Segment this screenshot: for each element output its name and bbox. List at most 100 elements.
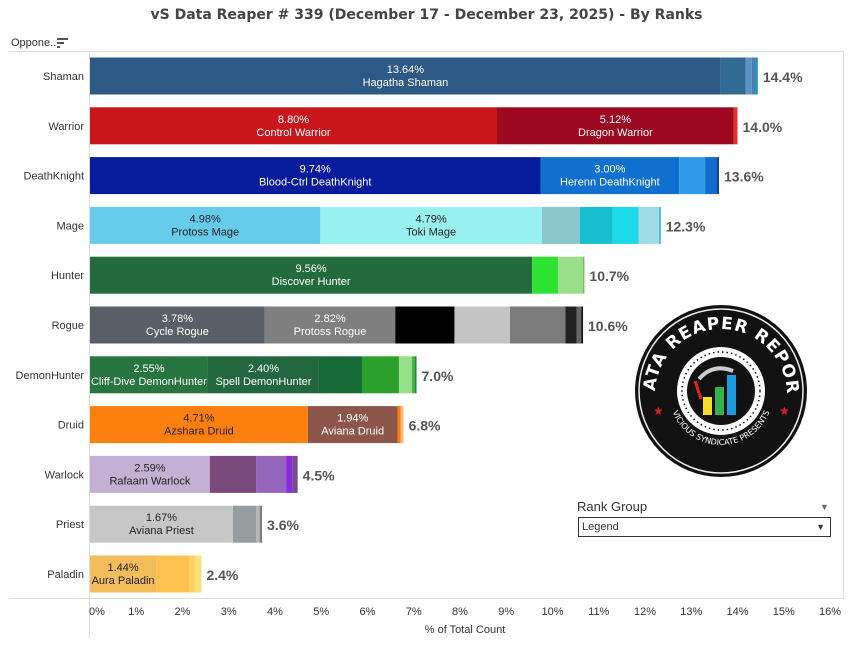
segment-archetype-label: Aviana Priest: [129, 525, 194, 537]
bar-segment: [497, 107, 734, 145]
x-tick-label: 15%: [773, 606, 795, 618]
category-label: Warlock: [45, 469, 85, 481]
segment-percent-label: 1.67%: [146, 512, 177, 524]
bar-segment: [540, 157, 680, 195]
segment-archetype-label: Rafaam Warlock: [109, 475, 190, 487]
category-label: Paladin: [47, 569, 84, 581]
rank-group-dropdown[interactable]: Legend ▼: [578, 517, 831, 537]
x-tick-label: 13%: [680, 606, 702, 618]
svg-text:★: ★: [779, 404, 790, 418]
segment-percent-label: 3.00%: [594, 164, 625, 176]
bar-segment: [90, 157, 541, 195]
bar-segment: [638, 206, 660, 244]
bar-segment: [90, 107, 497, 145]
segment-archetype-label: Hagatha Shaman: [363, 77, 449, 89]
segment-percent-label: 2.40%: [248, 363, 279, 375]
segment-archetype-label: Spell DemonHunter: [215, 376, 311, 388]
segment-percent-label: 13.64%: [387, 64, 425, 76]
bar-total-label: 13.6%: [724, 169, 764, 185]
segment-archetype-label: Blood-Ctrl DeathKnight: [259, 177, 372, 189]
bar-segment: [320, 206, 542, 244]
category-label: Warrior: [48, 121, 84, 133]
row-header-opponent[interactable]: Oppone..: [11, 37, 57, 49]
bar-total-label: 14.4%: [763, 69, 803, 85]
category-label: DemonHunter: [16, 370, 85, 382]
bar-segment: [318, 356, 362, 394]
bar-segment: [307, 406, 398, 444]
category-label: Druid: [58, 420, 84, 432]
bar-segment: [705, 157, 717, 195]
bar-segment: [90, 505, 233, 543]
segment-archetype-label: Dragon Warrior: [578, 127, 653, 139]
bar-segment: [558, 256, 584, 294]
segment-archetype-label: Protoss Mage: [171, 226, 239, 238]
bar-segment: [397, 406, 401, 444]
bar-segment: [751, 57, 756, 95]
bar-segment: [733, 107, 738, 145]
bar-segment: [90, 555, 157, 593]
x-tick-label: 6%: [360, 606, 376, 618]
bar-segment: [90, 57, 721, 95]
bar-segment: [532, 256, 559, 294]
legend-menu-icon[interactable]: ▼: [820, 502, 829, 512]
bar-segment: [264, 306, 396, 344]
bar-segment: [90, 256, 533, 294]
bar-segment: [612, 206, 639, 244]
bar-segment: [207, 356, 319, 394]
category-label: Shaman: [43, 71, 84, 83]
bar-segment: [745, 57, 752, 95]
divider: [9, 51, 843, 52]
bar-segment: [259, 505, 263, 543]
segment-percent-label: 4.98%: [190, 213, 221, 225]
bar-segment: [232, 505, 257, 543]
axis-line: [9, 598, 843, 599]
x-tick-label: 2%: [175, 606, 191, 618]
segment-percent-label: 9.56%: [295, 263, 326, 275]
bar-segment: [90, 406, 308, 444]
bar-segment: [679, 157, 706, 195]
data-reaper-logo: DATA REAPER REPORT VICIOUS SYNDICATE PRE…: [633, 303, 807, 477]
segment-archetype-label: Discover Hunter: [272, 276, 351, 288]
bar-segment: [188, 555, 195, 593]
bar-segment: [194, 555, 200, 593]
bar-segment: [361, 356, 399, 394]
bar-segment: [398, 356, 412, 394]
bar-total-label: 7.0%: [422, 368, 454, 384]
x-tick-label: 4%: [267, 606, 283, 618]
x-tick-label: 7%: [406, 606, 422, 618]
x-tick-label: 8%: [452, 606, 468, 618]
bar-segment: [411, 356, 415, 394]
segment-archetype-label: Azshara Druid: [164, 426, 234, 438]
bar-segment: [509, 306, 566, 344]
segment-percent-label: 2.55%: [133, 363, 164, 375]
x-tick-label: 16%: [819, 606, 841, 618]
sort-icon[interactable]: [57, 38, 69, 48]
bar-segment: [720, 57, 746, 95]
chart-title: vS Data Reaper # 339 (December 17 - Dece…: [150, 7, 703, 23]
axis-line: [89, 52, 90, 638]
segment-percent-label: 9.74%: [300, 164, 331, 176]
x-tick-label: 10%: [541, 606, 563, 618]
bar-total-label: 3.6%: [267, 517, 299, 533]
bar-segment: [414, 356, 417, 394]
segment-archetype-label: Aviana Druid: [321, 426, 384, 438]
x-tick-label: 1%: [128, 606, 144, 618]
segment-archetype-label: Control Warrior: [256, 127, 330, 139]
segment-archetype-label: Aura Paladin: [92, 575, 155, 587]
bar-segment: [565, 306, 577, 344]
svg-text:★: ★: [653, 404, 664, 418]
segment-archetype-label: Protoss Rogue: [294, 326, 367, 338]
segment-percent-label: 1.94%: [337, 413, 368, 425]
bar-segment: [256, 455, 287, 493]
x-tick-label: 0%: [89, 606, 105, 618]
segment-percent-label: 5.12%: [600, 114, 631, 126]
bar-segment: [400, 406, 404, 444]
segment-percent-label: 1.44%: [107, 562, 138, 574]
bar-segment: [581, 306, 584, 344]
bar-total-label: 14.0%: [743, 119, 783, 135]
legend-title: Rank Group: [577, 499, 648, 514]
x-tick-label: 14%: [726, 606, 748, 618]
bar-segment: [716, 157, 719, 195]
bar-segment: [583, 256, 585, 294]
